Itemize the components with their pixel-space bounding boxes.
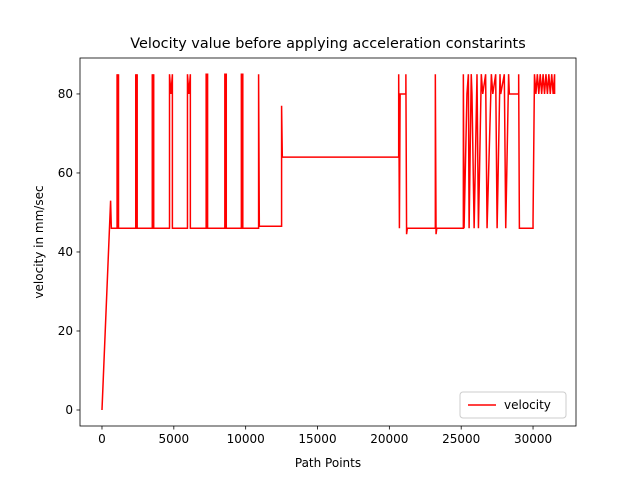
x-tick-label: 30000	[514, 432, 552, 446]
plot-frame	[79, 57, 577, 427]
y-tick-label: 80	[58, 87, 73, 101]
y-tick-label: 0	[65, 403, 73, 417]
data-line	[101, 73, 556, 411]
x-tick-label: 20000	[370, 432, 408, 446]
x-tick-label: 10000	[227, 432, 265, 446]
legend-label: velocity	[504, 398, 551, 412]
x-axis-label: Path Points	[295, 456, 361, 470]
x-tick-label: 15000	[298, 432, 336, 446]
y-tick-label: 20	[58, 324, 73, 338]
chart-title: Velocity value before applying accelerat…	[130, 36, 525, 52]
legend-box	[459, 391, 567, 419]
x-tick-label: 5000	[159, 432, 190, 446]
y-axis-label: velocity in mm/sec	[32, 185, 46, 298]
x-tick-label: 25000	[442, 432, 480, 446]
y-tick-label: 60	[58, 166, 73, 180]
y-tick-label: 40	[58, 245, 73, 259]
x-tick-label: 0	[98, 432, 106, 446]
